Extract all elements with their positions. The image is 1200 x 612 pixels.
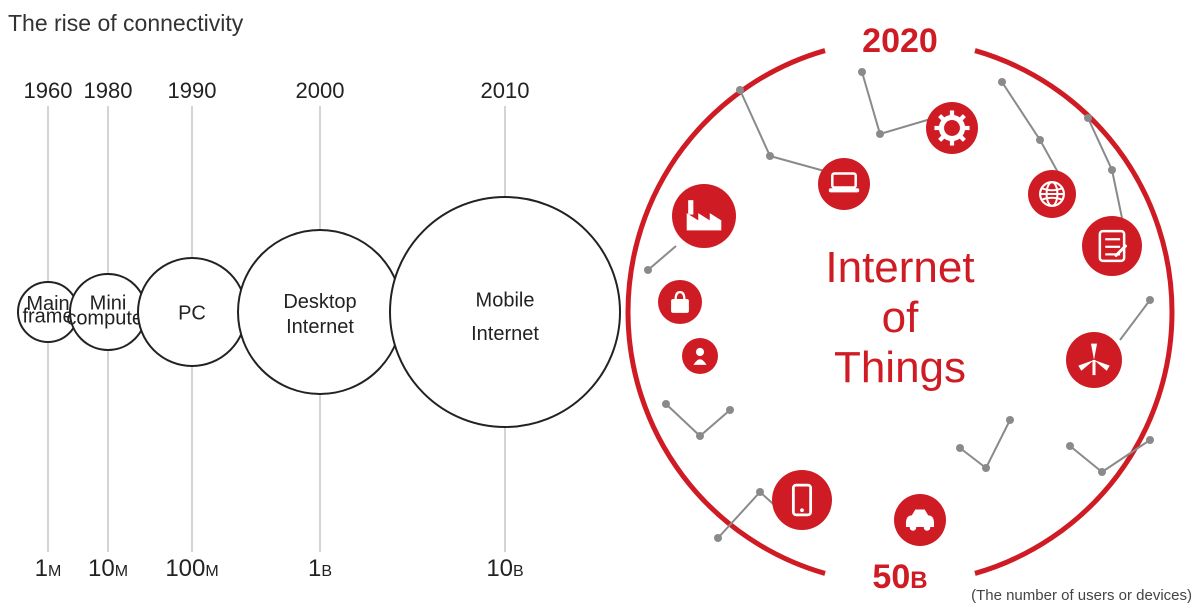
connector-node [956, 444, 964, 452]
era-label: Desktop [283, 291, 356, 313]
connector-line [862, 72, 934, 134]
connector-line [648, 246, 676, 270]
era-year: 2010 [481, 78, 530, 103]
connector-node [1146, 296, 1154, 304]
windmill-icon [1066, 332, 1122, 388]
connector-node [1084, 114, 1092, 122]
iot-ring [975, 51, 1172, 574]
era-label: PC [178, 303, 206, 325]
connector-node [1006, 416, 1014, 424]
connector-node [696, 432, 704, 440]
connector-line [666, 404, 730, 436]
era-year: 2000 [296, 78, 345, 103]
era-year: 1960 [24, 78, 73, 103]
diagram: Mainframe19601MMinicomputer198010MPC1990… [0, 0, 1200, 612]
era-count: 1M [35, 555, 62, 582]
era-count: 10M [88, 555, 128, 582]
connector-line [1002, 82, 1060, 176]
gear-icon [926, 102, 978, 154]
era-label: Internet [286, 316, 354, 338]
connector-node [876, 130, 884, 138]
connector-node [644, 266, 652, 274]
era-count: 100M [165, 555, 218, 582]
iot-title: of [882, 293, 919, 342]
person-icon [682, 338, 718, 374]
connector-node [756, 488, 764, 496]
car-icon [894, 494, 946, 546]
era-count: 1B [308, 555, 332, 582]
iot-title: Things [834, 343, 966, 392]
connector-node [982, 464, 990, 472]
connector-line [740, 90, 828, 172]
iot-year: 2020 [862, 22, 938, 60]
connector-node [1146, 436, 1154, 444]
connector-node [1108, 166, 1116, 174]
connector-node [736, 86, 744, 94]
connector-line [960, 420, 1010, 468]
laptop-icon [818, 158, 870, 210]
era-label: Mobile [476, 289, 535, 311]
era-label: Internet [471, 323, 539, 345]
connector-node [1098, 468, 1106, 476]
connector-node [1066, 442, 1074, 450]
factory-icon [672, 184, 736, 248]
connector-node [998, 78, 1006, 86]
iot-title: Internet [825, 243, 974, 292]
footnote: (The number of users or devices) [971, 587, 1192, 604]
era-year: 1980 [84, 78, 133, 103]
connector-line [1120, 300, 1150, 340]
clipboard-icon [1082, 216, 1142, 276]
page-title: The rise of connectivity [8, 10, 243, 37]
phone-icon [772, 470, 832, 530]
bag-icon [658, 280, 702, 324]
connector-node [726, 406, 734, 414]
era-count: 10B [486, 555, 523, 582]
iot-count: 50B [872, 558, 927, 596]
connector-node [766, 152, 774, 160]
connector-node [714, 534, 722, 542]
era-circle [390, 197, 620, 427]
connector-node [858, 68, 866, 76]
connector-node [1036, 136, 1044, 144]
connector-node [662, 400, 670, 408]
globe-icon [1028, 170, 1076, 218]
era-year: 1990 [168, 78, 217, 103]
